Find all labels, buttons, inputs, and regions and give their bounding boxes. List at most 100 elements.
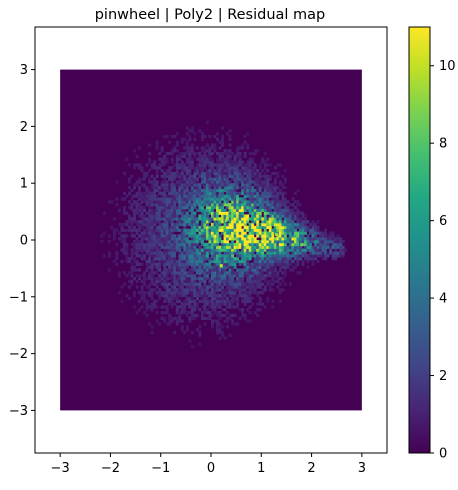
heatmap-cell [288,254,292,258]
heatmap-cell [241,245,245,249]
heatmap-cell [228,265,232,269]
heatmap-cell [216,251,219,255]
heatmap-cell [258,271,262,275]
heatmap-cell [165,271,169,275]
heatmap-cell [221,299,224,303]
heatmap-cell [233,234,237,238]
heatmap-cell [301,214,305,218]
heatmap-cell [213,169,217,173]
heatmap-cell [256,180,260,184]
heatmap-cell [200,134,204,139]
heatmap-cell [263,205,267,210]
heatmap-cell [316,254,320,258]
heatmap-cell [231,276,235,281]
heatmap-cell [228,279,232,283]
heatmap-cell [213,183,217,187]
heatmap-cell [251,217,255,221]
heatmap-cell [223,188,227,193]
heatmap-cell [165,157,169,161]
heatmap-cell [123,197,126,201]
heatmap-cell [163,285,167,289]
heatmap-cell [135,242,139,247]
heatmap-cell [314,245,317,249]
heatmap-cell [190,268,194,272]
heatmap-cell [195,257,199,261]
heatmap-cell [261,225,265,230]
heatmap-cell [190,254,194,258]
heatmap-cell [178,171,182,176]
heatmap-cell [211,146,214,150]
heatmap-cell [208,171,212,176]
heatmap-cell [231,197,235,201]
heatmap-cell [140,194,144,198]
heatmap-cell [143,220,147,224]
heatmap-cell [193,203,197,207]
heatmap-cell [309,254,312,258]
heatmap-cell [211,231,214,235]
heatmap-cell [150,231,154,235]
heatmap-cell [241,257,245,261]
heatmap-cell [246,220,250,224]
heatmap-cell [155,231,159,235]
heatmap-cell [231,211,235,215]
heatmap-cell [185,276,189,281]
heatmap-cell [283,208,287,212]
heatmap-cell [165,231,169,235]
heatmap-cell [188,220,192,224]
heatmap-cell [193,308,197,312]
heatmap-cell [211,208,214,212]
heatmap-cell [138,194,141,198]
heatmap-cell [228,313,232,318]
heatmap-cell [175,188,179,193]
heatmap-cell [180,200,184,204]
heatmap-cell [158,234,162,238]
heatmap-cell [198,330,202,335]
heatmap-cell [311,251,315,255]
heatmap-cell [138,234,141,238]
heatmap-cell [268,285,272,289]
heatmap-cell [168,208,172,212]
heatmap-cell [273,211,277,215]
heatmap-cell [319,248,323,252]
heatmap-cell [246,274,250,278]
heatmap-cell [205,237,209,241]
heatmap-cell [231,291,235,295]
heatmap-cell [211,205,214,210]
heatmap-cell [321,254,325,258]
heatmap-cell [256,203,260,207]
heatmap-cell [165,285,169,289]
heatmap-cell [205,274,209,278]
heatmap-cell [223,231,227,235]
heatmap-cell [145,262,149,266]
heatmap-cell [211,302,214,306]
heatmap-cell [193,242,197,247]
heatmap-cell [223,208,227,212]
heatmap-cell [306,245,310,249]
heatmap-cell [138,262,141,266]
heatmap-cell [148,222,152,227]
heatmap-cell [226,197,229,201]
heatmap-cell [231,313,235,318]
heatmap-cell [271,188,275,193]
heatmap-cell [135,259,139,264]
heatmap-cell [173,282,177,286]
heatmap-cell [238,151,242,156]
heatmap-cell [143,296,147,301]
heatmap-cell [228,282,232,286]
heatmap-cell [163,311,167,315]
heatmap-cell [299,203,302,207]
heatmap-cell [208,282,212,286]
heatmap-cell [276,245,280,249]
heatmap-cell [200,222,204,227]
heatmap-cell [293,242,297,247]
heatmap-cell [183,259,187,264]
heatmap-cell [238,228,242,232]
heatmap-cell [304,220,307,224]
heatmap-cell [200,299,204,303]
heatmap-cell [150,325,154,329]
heatmap-cell [221,228,224,232]
heatmap-cell [140,208,144,212]
heatmap-cell [198,169,202,173]
heatmap-cell [223,214,227,218]
heatmap-cell [190,180,194,184]
